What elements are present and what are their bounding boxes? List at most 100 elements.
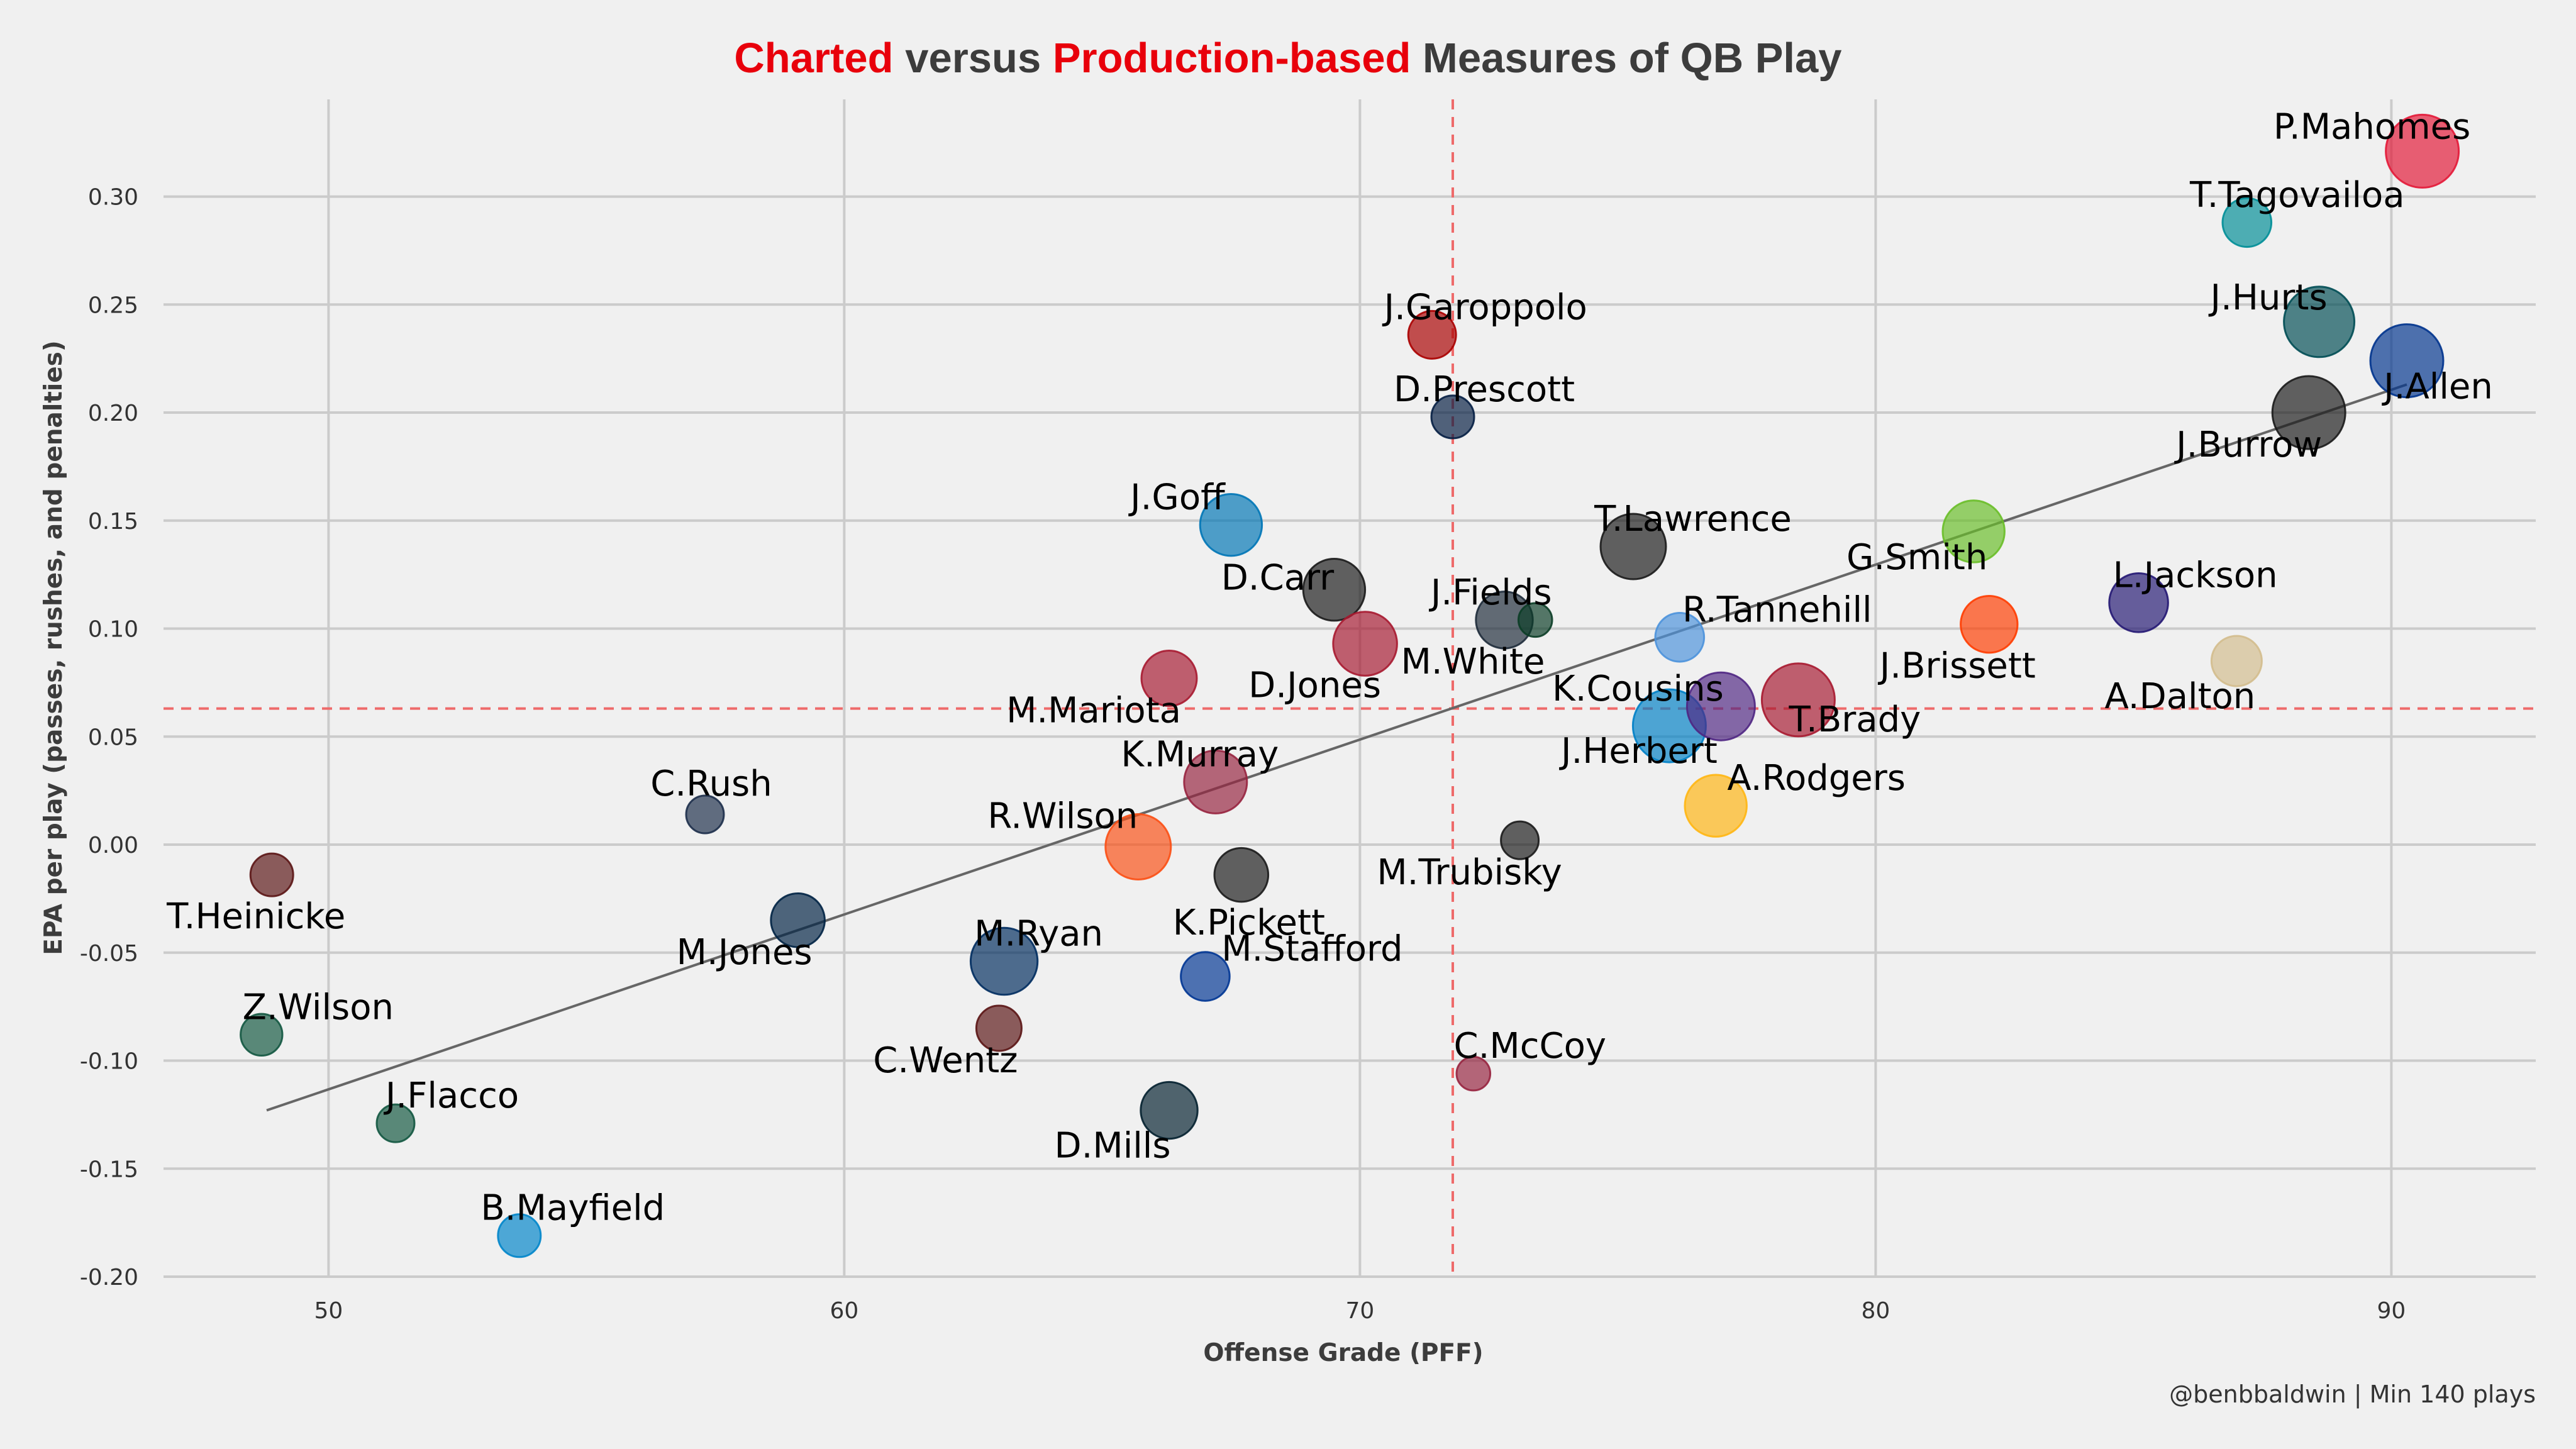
- y-tick-label: -0.10: [80, 1049, 138, 1075]
- data-point: [2221, 197, 2273, 248]
- data-point: [1213, 847, 1270, 903]
- data-point: [2283, 286, 2356, 358]
- data-point: [1332, 611, 1398, 677]
- data-point: [685, 794, 725, 835]
- point-labels: P.Mahomes T.Tagovailoa J.Hurts J.Allen J.Bur…: [166, 106, 2493, 1228]
- data-point: [1104, 813, 1172, 880]
- data-point: [2210, 635, 2263, 687]
- point-label: M.Mariota: [1006, 691, 1181, 731]
- y-tick-label: -0.15: [80, 1157, 138, 1182]
- data-point: [2108, 572, 2169, 633]
- tick-labels: 50 60 70 80 90 -0.20 -0.15 -0.10 -0.05 0.00 0.05 0.…: [80, 185, 2406, 1324]
- point-label: J.Burrow: [2174, 425, 2322, 465]
- title-part: Charted: [734, 35, 893, 82]
- y-tick-label: 0.20: [88, 401, 138, 426]
- data-point: [1960, 594, 2019, 654]
- y-tick-label: 0.15: [88, 509, 138, 535]
- data-point: [375, 1103, 416, 1143]
- grid-lines: [164, 99, 2536, 1278]
- data-point: [1685, 671, 1756, 741]
- y-tick-label: 0.25: [88, 292, 138, 318]
- y-tick-label: -0.20: [80, 1265, 138, 1291]
- point-label: T.Tagovailoa: [2189, 175, 2405, 216]
- y-tick-label: 0.05: [88, 724, 138, 750]
- x-tick-label: 50: [314, 1298, 343, 1324]
- point-label: J.Fields: [1429, 572, 1552, 613]
- data-point: [249, 852, 294, 897]
- x-tick-label: 70: [1345, 1298, 1374, 1324]
- data-point: [2271, 375, 2346, 450]
- x-axis-label: Offense Grade (PFF): [1203, 1339, 1483, 1367]
- data-point: [2385, 113, 2460, 189]
- data-point: [1180, 951, 1231, 1002]
- point-label: J.Herbert: [1559, 731, 1718, 772]
- y-tick-label: -0.05: [80, 941, 138, 967]
- y-tick-label: 0.10: [88, 617, 138, 643]
- title-part: versus: [894, 35, 1053, 82]
- mean-lines: [164, 99, 2536, 1277]
- data-point: [1455, 1055, 1492, 1092]
- point-label: K.Murray: [1121, 734, 1279, 775]
- data-point: [1183, 749, 1248, 814]
- y-tick-label: 0.30: [88, 185, 138, 211]
- point-label: D.Carr: [1221, 558, 1335, 599]
- credit-text: @benbbaldwin | Min 140 plays: [2169, 1380, 2536, 1409]
- data-point: [240, 1013, 284, 1057]
- data-point: [1140, 650, 1198, 708]
- x-tick-label: 80: [1861, 1298, 1890, 1324]
- point-label: C.Wentz: [873, 1040, 1018, 1081]
- data-point: [1302, 558, 1367, 622]
- x-tick-label: 60: [830, 1298, 858, 1324]
- point-label: T.Brady: [1788, 699, 1921, 740]
- trend-line: [266, 383, 2407, 1112]
- data-point: [1684, 774, 1748, 838]
- data-point: [1199, 492, 1263, 557]
- data-point: [770, 892, 826, 948]
- chart-title: Charted versus Production-based Measures…: [734, 35, 1841, 82]
- data-point: [1407, 309, 1457, 360]
- point-label: D.Mills: [1054, 1126, 1170, 1167]
- data-point: [969, 926, 1039, 996]
- point-label: D.Jones: [1248, 665, 1381, 706]
- point-label: M.White: [1401, 641, 1545, 682]
- point-label: M.Ryan: [974, 914, 1103, 955]
- data-point: [497, 1213, 542, 1258]
- point-label: J.Allen: [2382, 367, 2493, 408]
- x-tick-label: 90: [2377, 1298, 2406, 1324]
- point-label: A.Rodgers: [1727, 758, 1906, 799]
- point-label: C.Rush: [650, 763, 772, 804]
- data-point: [1430, 394, 1475, 440]
- data-point: [1599, 513, 1667, 580]
- data-point: [1140, 1080, 1199, 1140]
- data-point: [1654, 611, 1706, 663]
- data-point: [1500, 820, 1540, 860]
- title-part: Production-based: [1053, 35, 1411, 82]
- point-label: Z.Wilson: [243, 987, 394, 1028]
- data-point: [975, 1004, 1023, 1052]
- data-points: [240, 113, 2460, 1258]
- y-tick-label: 0.00: [88, 833, 138, 858]
- point-label: M.Stafford: [1221, 929, 1402, 970]
- point-label: T.Lawrence: [1594, 499, 1792, 540]
- point-label: J.Garoppolo: [1382, 287, 1587, 328]
- data-point: [2369, 323, 2445, 399]
- point-label: K.Cousins: [1552, 669, 1724, 709]
- regression-line: [266, 383, 2407, 1112]
- point-label: J.Goff: [1128, 477, 1226, 518]
- point-label: M.Jones: [677, 932, 813, 973]
- point-label: P.Mahomes: [2273, 106, 2470, 147]
- point-label: T.Heinicke: [166, 896, 345, 937]
- point-label: M.Trubisky: [1377, 852, 1562, 893]
- point-label: B.Mayfield: [480, 1188, 665, 1229]
- data-point: [1760, 662, 1836, 738]
- point-label: J.Flacco: [384, 1075, 519, 1116]
- point-label: D.Prescott: [1394, 369, 1575, 410]
- point-label: A.Dalton: [2104, 676, 2255, 717]
- point-label: R.Wilson: [987, 796, 1138, 836]
- data-point: [1941, 499, 2006, 564]
- point-label: J.Hurts: [2209, 277, 2328, 318]
- point-label: G.Smith: [1846, 537, 1987, 578]
- point-label: R.Tannehill: [1682, 589, 1872, 630]
- point-label: C.McCoy: [1454, 1026, 1607, 1067]
